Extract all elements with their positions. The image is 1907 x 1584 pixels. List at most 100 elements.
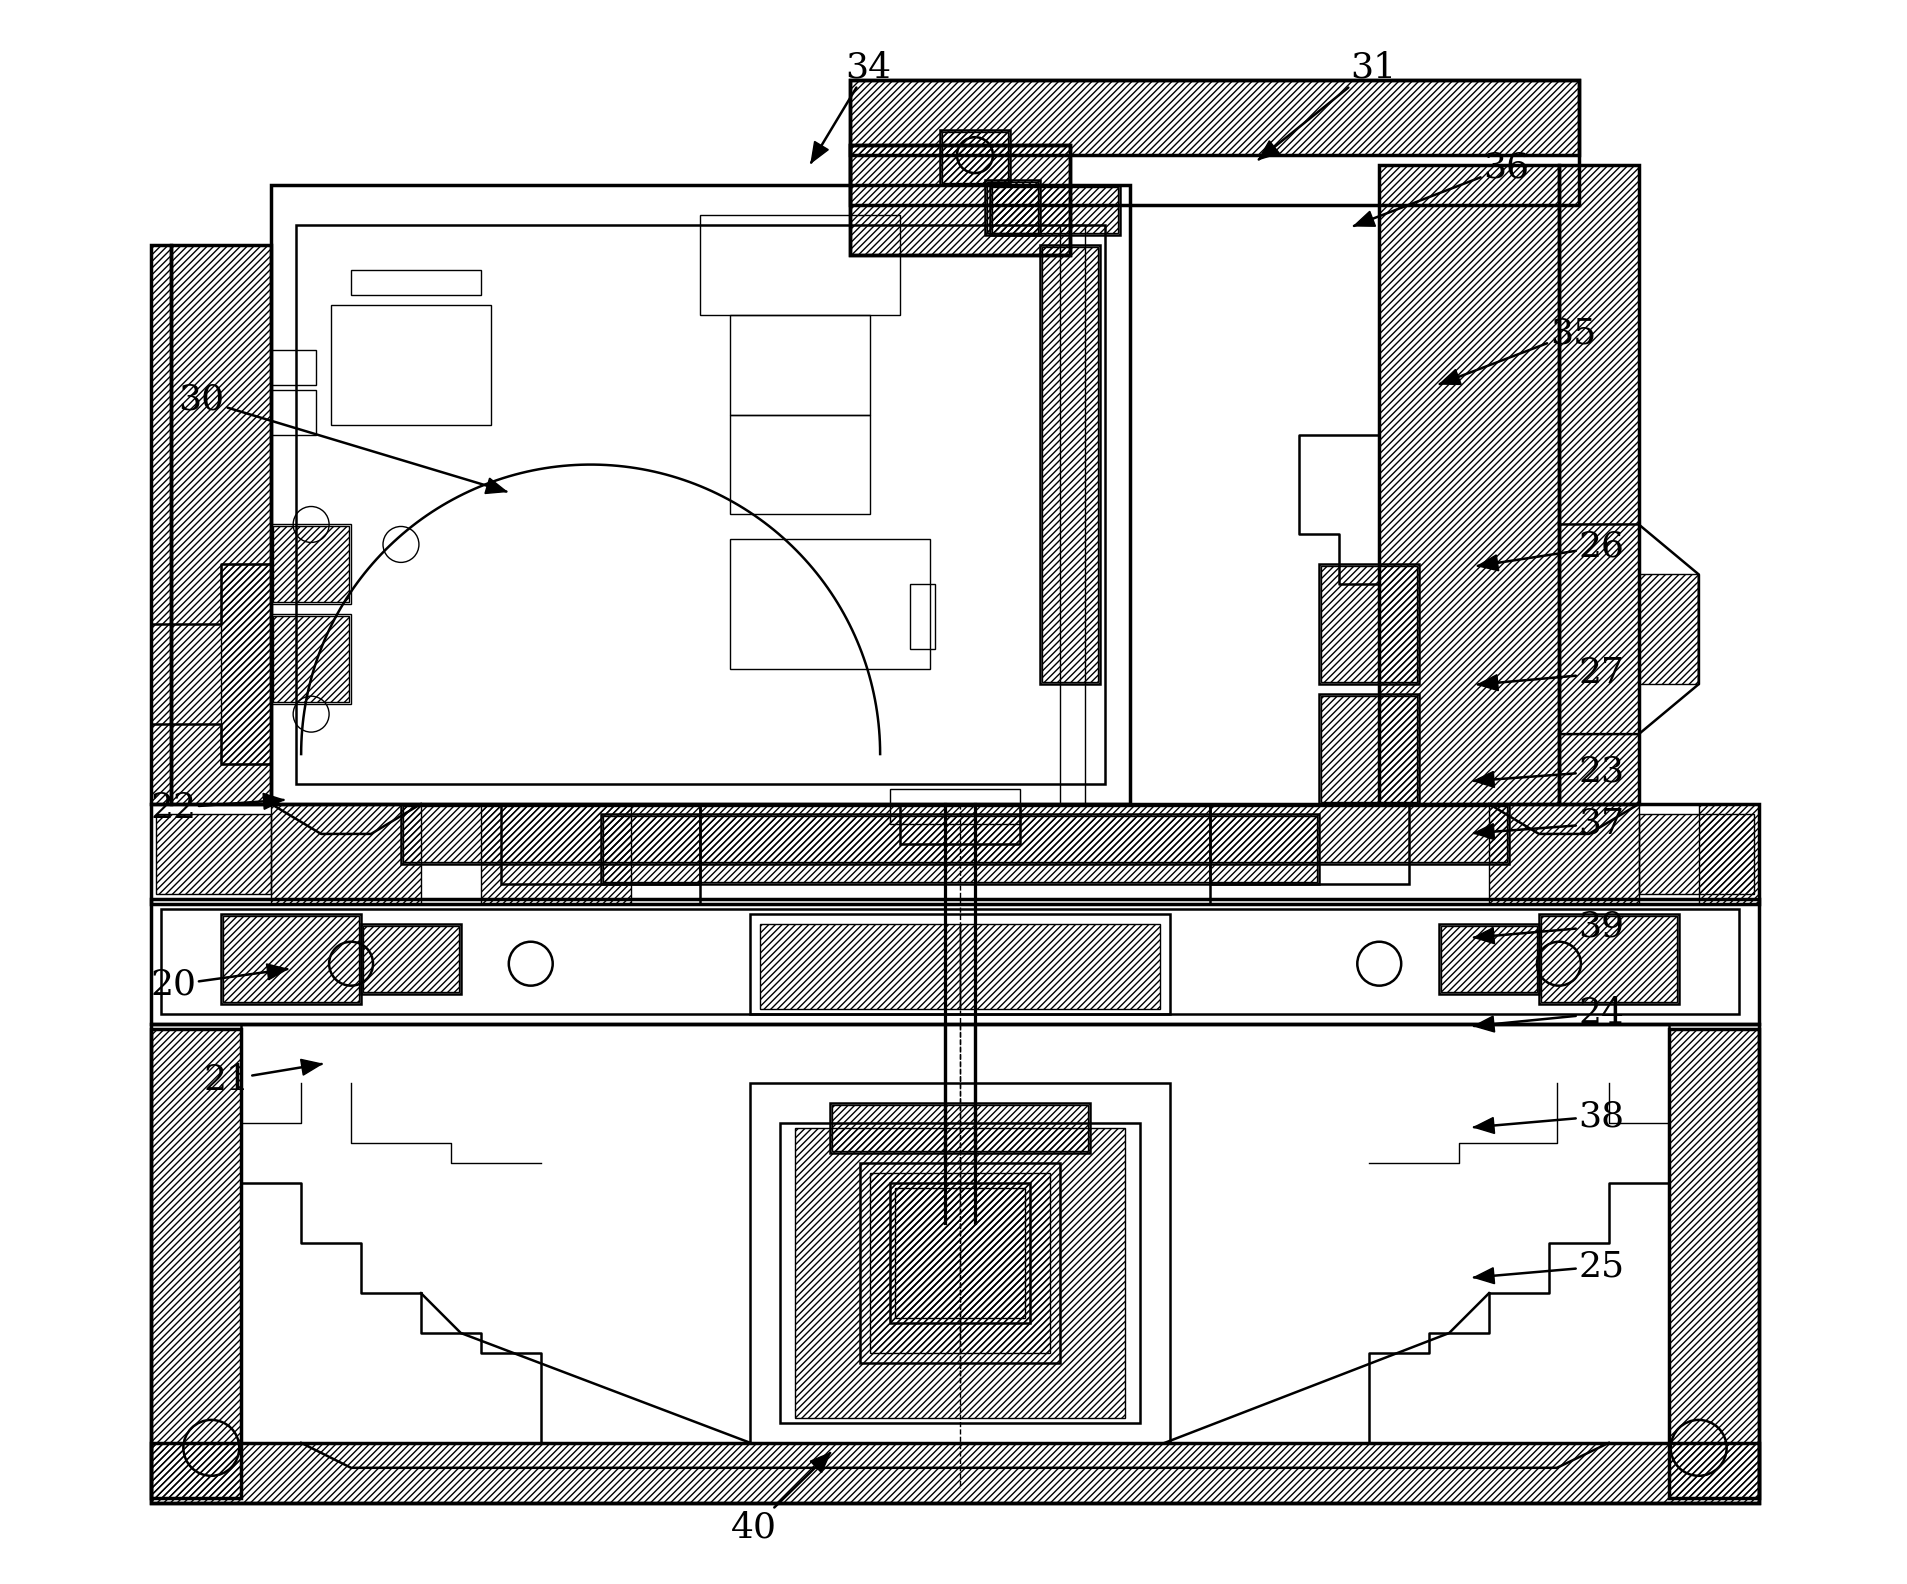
Bar xyxy=(730,315,870,415)
Bar xyxy=(1379,165,1558,805)
Polygon shape xyxy=(263,794,284,809)
Bar xyxy=(271,805,421,904)
Bar xyxy=(151,1443,1758,1503)
Bar xyxy=(1669,1028,1758,1498)
Text: 22: 22 xyxy=(151,790,284,825)
Bar xyxy=(332,304,490,425)
Bar xyxy=(1322,567,1417,683)
Text: 23: 23 xyxy=(1474,754,1623,789)
Bar xyxy=(851,146,1070,255)
Text: 34: 34 xyxy=(810,51,891,163)
Bar xyxy=(151,1443,1758,1503)
Bar xyxy=(296,225,1104,784)
Bar xyxy=(1638,575,1697,684)
Bar xyxy=(1541,916,1676,1001)
Bar xyxy=(156,814,271,893)
Text: 36: 36 xyxy=(1354,150,1529,227)
Bar xyxy=(1322,697,1417,802)
Bar xyxy=(730,415,870,515)
Bar xyxy=(151,1028,240,1498)
Text: 30: 30 xyxy=(179,383,505,491)
Bar xyxy=(910,584,934,649)
Bar xyxy=(273,616,349,702)
Bar xyxy=(151,898,1758,1023)
Bar xyxy=(1209,805,1409,884)
Text: 39: 39 xyxy=(1474,909,1623,944)
Bar xyxy=(1697,805,1758,904)
Text: 31: 31 xyxy=(1259,51,1396,160)
Bar xyxy=(992,187,1118,233)
Polygon shape xyxy=(810,1453,830,1473)
Bar xyxy=(749,914,1169,1014)
Bar xyxy=(891,789,1020,824)
Bar xyxy=(1539,914,1678,1004)
Bar xyxy=(1318,564,1419,684)
Polygon shape xyxy=(1474,1015,1493,1033)
Bar xyxy=(221,914,360,1004)
Bar xyxy=(500,805,700,884)
Bar xyxy=(221,564,271,763)
Text: 27: 27 xyxy=(1478,656,1623,691)
Polygon shape xyxy=(301,1060,322,1076)
Bar xyxy=(360,923,461,993)
Text: 21: 21 xyxy=(204,1063,322,1096)
Bar xyxy=(601,814,1318,884)
Bar xyxy=(271,350,317,385)
Bar xyxy=(730,540,929,668)
Bar xyxy=(1058,225,1085,805)
Bar xyxy=(795,1128,1123,1418)
Bar xyxy=(851,81,1579,204)
Bar xyxy=(831,1106,1087,1152)
Text: 20: 20 xyxy=(151,968,288,1003)
Bar xyxy=(223,916,359,1001)
Bar xyxy=(990,185,1119,234)
Bar xyxy=(870,1174,1049,1353)
Bar xyxy=(959,923,1159,1009)
Bar xyxy=(1440,925,1537,992)
Bar xyxy=(1638,814,1753,893)
Bar xyxy=(481,805,629,904)
Bar xyxy=(749,1083,1169,1443)
Text: 35: 35 xyxy=(1440,317,1596,383)
Bar xyxy=(894,1188,1024,1318)
Bar xyxy=(172,246,271,805)
Bar xyxy=(900,805,1020,844)
Bar xyxy=(271,524,351,605)
Polygon shape xyxy=(1354,211,1375,227)
Polygon shape xyxy=(1478,675,1497,691)
Bar xyxy=(700,805,1209,904)
Bar xyxy=(271,615,351,705)
Text: 37: 37 xyxy=(1474,806,1623,841)
Bar xyxy=(984,181,1039,234)
Bar xyxy=(851,146,1070,255)
Polygon shape xyxy=(1474,824,1493,840)
Bar xyxy=(942,131,1007,184)
Bar xyxy=(151,1028,240,1498)
Bar xyxy=(851,81,1579,155)
Bar xyxy=(1487,805,1638,904)
Bar xyxy=(151,246,172,805)
Bar xyxy=(240,1023,1669,1443)
Bar xyxy=(1438,923,1539,993)
Bar xyxy=(151,805,1758,904)
Bar xyxy=(400,805,1508,863)
Polygon shape xyxy=(484,478,505,494)
Polygon shape xyxy=(267,965,288,980)
Bar xyxy=(1379,165,1558,805)
Polygon shape xyxy=(1474,928,1493,944)
Bar xyxy=(1558,165,1638,805)
Text: 24: 24 xyxy=(1474,996,1623,1030)
Bar xyxy=(1669,1028,1758,1498)
Bar xyxy=(351,269,481,295)
Text: 26: 26 xyxy=(1478,531,1623,565)
Bar xyxy=(860,1163,1058,1362)
Bar xyxy=(891,1183,1030,1323)
Bar xyxy=(273,526,349,602)
Text: 38: 38 xyxy=(1474,1099,1623,1133)
Text: 25: 25 xyxy=(1474,1250,1623,1283)
Polygon shape xyxy=(1440,369,1461,385)
Polygon shape xyxy=(1259,141,1278,160)
Bar xyxy=(780,1123,1138,1422)
Polygon shape xyxy=(1474,771,1493,787)
Bar xyxy=(700,215,900,315)
